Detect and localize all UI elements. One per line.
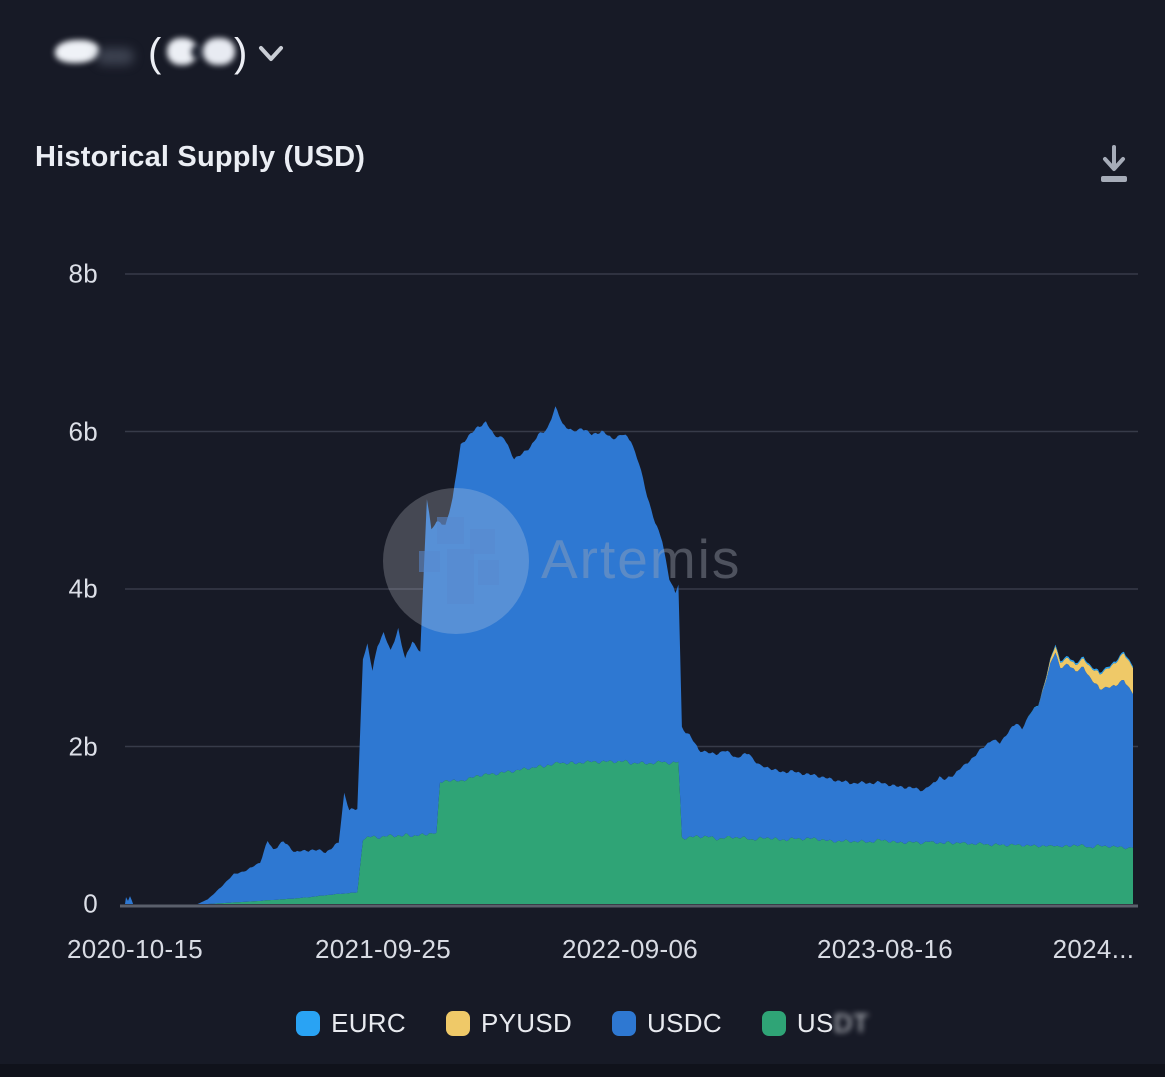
- page-title: Historical Supply (USD): [35, 141, 366, 173]
- legend-item-pyusd[interactable]: PYUSD: [445, 1008, 573, 1039]
- legend-label-usdt: USDT: [796, 1008, 869, 1038]
- bottom-edge: [0, 1064, 1165, 1077]
- legend-item-usdt[interactable]: USDT: [761, 1008, 869, 1039]
- legend-label-usdc: USDC: [647, 1008, 722, 1038]
- ticker-blurred-gap: [191, 45, 205, 59]
- eurc-swatch-icon: [296, 1011, 321, 1036]
- chevron-down-icon: [259, 46, 283, 61]
- legend-label-pyusd: PYUSD: [480, 1008, 573, 1038]
- artemis-watermark: Artemis: [541, 528, 742, 590]
- usdt-swatch-icon: [761, 1011, 786, 1036]
- asset-logo-blurred: [55, 40, 99, 63]
- selector-paren-open: (: [148, 31, 162, 75]
- ticker-blurred: [203, 38, 235, 65]
- asset-name-blurred: [96, 48, 134, 65]
- legend-item-eurc[interactable]: EURC: [296, 1008, 406, 1039]
- chart-legend: EURC PYUSD USDC USDT: [0, 1008, 1165, 1039]
- download-button[interactable]: [1090, 136, 1138, 192]
- download-icon: [1101, 145, 1127, 182]
- asset-selector[interactable]: ( ): [52, 30, 292, 76]
- selector-paren-close: ): [234, 31, 248, 75]
- legend-item-usdc[interactable]: USDC: [612, 1008, 722, 1039]
- pyusd-swatch-icon: [445, 1011, 470, 1036]
- legend-label-eurc: EURC: [331, 1008, 406, 1038]
- usdc-swatch-icon: [612, 1011, 637, 1036]
